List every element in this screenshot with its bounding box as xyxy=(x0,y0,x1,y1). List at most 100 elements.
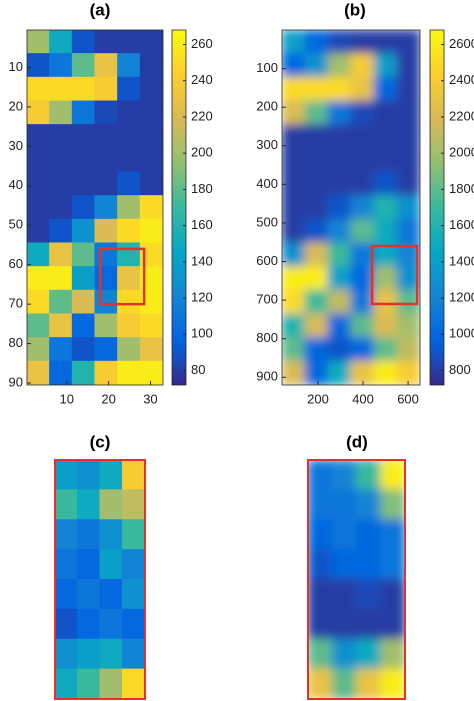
heatmap-cell xyxy=(282,53,306,78)
y-tick-label: 60 xyxy=(9,256,23,271)
heatmap-cell xyxy=(49,147,73,173)
heatmap-cell xyxy=(327,313,352,339)
heatmap-cell xyxy=(99,489,123,521)
heatmap-cell xyxy=(49,76,73,102)
heatmap-cell xyxy=(282,195,306,220)
heatmap-cell xyxy=(27,100,51,126)
heatmap-cell xyxy=(308,608,333,640)
heatmap-cell xyxy=(139,242,163,268)
heatmap-cell xyxy=(308,489,333,521)
heatmap-cell xyxy=(27,195,51,220)
heatmap-cell xyxy=(117,289,141,315)
heatmap-cell xyxy=(71,195,96,220)
heatmap-cell xyxy=(49,218,73,244)
heatmap-cell xyxy=(77,549,101,580)
heatmap-cell xyxy=(27,171,51,197)
colorbar-tick-label: 1600 xyxy=(449,217,474,232)
heatmap-cell xyxy=(99,638,123,670)
colorbar-tick-label: 140 xyxy=(191,253,213,268)
heatmap xyxy=(55,460,145,699)
heatmap-cell xyxy=(94,171,119,197)
heatmap-cell xyxy=(99,668,123,699)
heatmap-cell xyxy=(94,195,119,220)
y-tick-label: 40 xyxy=(9,177,23,192)
heatmap-cell xyxy=(99,549,123,580)
colorbar-tick-label: 240 xyxy=(191,72,213,87)
heatmap-cell xyxy=(71,171,96,197)
heatmap-cell xyxy=(304,124,329,149)
heatmap-cell xyxy=(139,100,163,126)
heatmap-cell xyxy=(49,360,73,385)
heatmap-cells xyxy=(27,30,163,385)
heatmap xyxy=(308,460,405,699)
heatmap-cell xyxy=(49,53,73,78)
heatmap-cell xyxy=(282,289,306,315)
heatmap-cell xyxy=(139,30,163,55)
heatmap-cell xyxy=(282,266,306,291)
heatmap-cell xyxy=(55,668,78,699)
heatmap-cell xyxy=(77,519,101,551)
heatmap-cell xyxy=(77,460,101,491)
heatmap-cell xyxy=(27,242,51,268)
heatmap-cell xyxy=(331,579,357,610)
y-tick-label: 70 xyxy=(9,296,23,311)
heatmap-cell xyxy=(27,76,51,102)
heatmap-cell xyxy=(373,360,398,385)
heatmap-cell xyxy=(27,360,51,385)
heatmap-cell xyxy=(304,289,329,315)
y-tick-label: 50 xyxy=(9,217,23,232)
heatmap-cell xyxy=(49,124,73,149)
heatmap-cell xyxy=(396,242,420,268)
heatmap-cell xyxy=(122,489,145,521)
heatmap-cell xyxy=(350,30,375,55)
colorbar-tick-label: 200 xyxy=(191,145,213,160)
colorbar-tick-label: 2600 xyxy=(449,36,474,51)
heatmap-cell xyxy=(304,313,329,339)
heatmap-cell xyxy=(350,171,375,197)
heatmap-cell xyxy=(304,147,329,173)
heatmap-cell xyxy=(71,337,96,362)
heatmap-cell xyxy=(308,579,333,610)
heatmap-cell xyxy=(77,668,101,699)
heatmap-cell xyxy=(55,460,78,491)
heatmap-cell xyxy=(350,195,375,220)
heatmap-cell xyxy=(373,76,398,102)
heatmap-cell xyxy=(327,30,352,55)
y-tick-label: 20 xyxy=(9,98,23,113)
heatmap-cell xyxy=(27,289,51,315)
heatmap-cell xyxy=(380,608,405,640)
y-tick-label: 400 xyxy=(256,176,278,191)
heatmap-cell xyxy=(49,100,73,126)
heatmap-cell xyxy=(331,608,357,640)
heatmap-cell xyxy=(94,218,119,244)
heatmap-cell xyxy=(94,147,119,173)
heatmap-cell xyxy=(77,579,101,610)
colorbar-tick-label: 1200 xyxy=(449,289,474,304)
heatmap-cell xyxy=(117,76,141,102)
heatmap-cell xyxy=(122,638,145,670)
heatmap-cell xyxy=(94,124,119,149)
heatmap-cell xyxy=(71,360,96,385)
heatmap-cell xyxy=(380,460,405,491)
heatmap-cell xyxy=(71,124,96,149)
heatmap-cell xyxy=(99,460,123,491)
heatmap-cell xyxy=(350,242,375,268)
heatmap-cell xyxy=(139,266,163,291)
colorbar-tick-label: 800 xyxy=(449,362,471,377)
heatmap-cell xyxy=(304,76,329,102)
heatmap-cell xyxy=(304,30,329,55)
heatmap-cell xyxy=(380,489,405,521)
heatmap-cell xyxy=(71,242,96,268)
heatmap-cell xyxy=(331,549,357,580)
heatmap-cell xyxy=(373,289,398,315)
heatmap-cell xyxy=(94,30,119,55)
heatmap-cell xyxy=(350,147,375,173)
heatmap-cell xyxy=(49,30,73,55)
heatmap-cell xyxy=(396,171,420,197)
heatmap-cell xyxy=(396,30,420,55)
heatmap-cell xyxy=(49,242,73,268)
heatmap-cell xyxy=(122,519,145,551)
heatmap-cell xyxy=(327,147,352,173)
heatmap-cell xyxy=(396,313,420,339)
